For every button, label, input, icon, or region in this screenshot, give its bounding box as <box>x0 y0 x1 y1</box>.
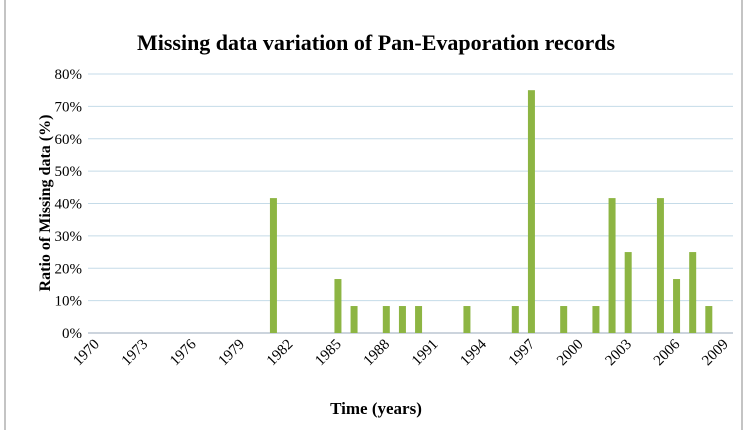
x-tick-label: 1973 <box>119 337 152 370</box>
bar <box>511 306 519 333</box>
y-tick-label: 40% <box>55 197 83 213</box>
bar <box>560 306 568 333</box>
bar <box>463 306 471 333</box>
x-tick-label: 1991 <box>409 337 442 370</box>
x-tick-label: 1985 <box>312 337 345 370</box>
bar <box>398 306 406 333</box>
x-tick-label: 1997 <box>506 336 539 369</box>
y-tick-label: 30% <box>55 229 83 245</box>
x-tick-label: 1994 <box>457 336 490 369</box>
bar <box>608 198 616 333</box>
x-tick-label: 2003 <box>602 337 635 370</box>
y-tick-label: 50% <box>55 164 83 180</box>
x-tick-label: 1988 <box>361 337 394 370</box>
y-tick-label: 20% <box>55 261 83 277</box>
chart-title: Missing data variation of Pan-Evaporatio… <box>137 30 616 55</box>
bar <box>624 252 632 333</box>
x-tick-label: 1982 <box>264 337 297 370</box>
y-tick-label: 70% <box>55 99 83 115</box>
bar <box>415 306 423 333</box>
x-tick-label: 1976 <box>167 336 200 369</box>
x-axis-label: Time (years) <box>330 399 422 418</box>
bar <box>527 90 535 333</box>
x-tick-label: 1979 <box>215 337 248 370</box>
bar <box>705 306 713 333</box>
y-tick-label: 10% <box>55 294 83 310</box>
x-tick-label: 2006 <box>651 336 684 369</box>
bar <box>673 279 681 333</box>
y-tick-label: 80% <box>55 67 83 83</box>
y-axis-label: Ratio of Missing data (%) <box>37 115 54 292</box>
y-tick-label: 60% <box>55 132 83 148</box>
y-tick-label: 0% <box>62 326 82 342</box>
x-tick-label: 2009 <box>699 337 732 370</box>
x-tick-label: 2000 <box>554 337 587 370</box>
bar <box>689 252 697 333</box>
bar <box>592 306 600 333</box>
bar <box>656 198 664 333</box>
bar <box>382 306 390 333</box>
bar <box>334 279 342 333</box>
bar <box>269 198 277 333</box>
bar <box>350 306 358 333</box>
